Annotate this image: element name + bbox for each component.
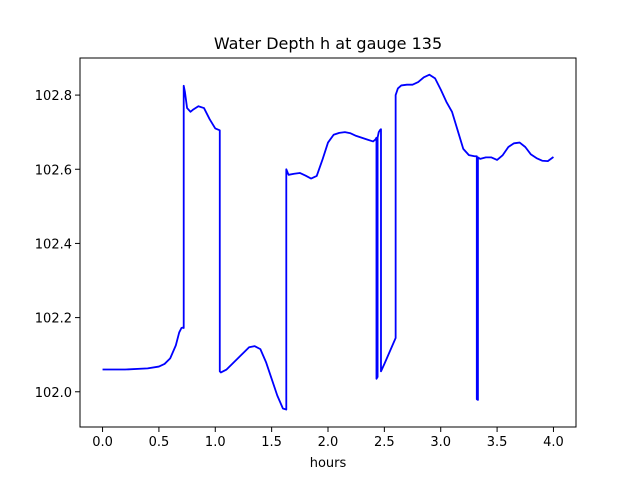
x-tick-label: 1.5 <box>261 435 282 450</box>
y-tick-label: 102.2 <box>35 312 72 327</box>
x-tick-label: 4.0 <box>543 435 564 450</box>
x-tick-label: 0.0 <box>92 435 113 450</box>
x-axis: 0.0 0.5 1.0 1.5 2.0 2.5 3.0 3.5 4.0 <box>92 427 564 450</box>
y-tick-label: 102.0 <box>35 386 72 401</box>
y-tick-label: 102.8 <box>35 89 72 104</box>
x-tick-label: 3.5 <box>487 435 508 450</box>
series-layer <box>102 73 554 411</box>
x-tick-label: 0.5 <box>149 435 170 450</box>
y-tick-label: 102.6 <box>35 163 72 178</box>
x-tick-label: 3.0 <box>430 435 451 450</box>
y-tick-label: 102.4 <box>35 237 72 252</box>
x-tick-label: 1.0 <box>205 435 226 450</box>
series-line-0 <box>102 73 554 411</box>
x-tick-label: 2.5 <box>374 435 395 450</box>
y-axis: 102.0 102.2 102.4 102.6 102.8 <box>35 89 80 401</box>
chart-title: Water Depth h at gauge 135 <box>214 34 442 53</box>
x-tick-label: 2.0 <box>318 435 339 450</box>
x-axis-label: hours <box>310 456 347 471</box>
